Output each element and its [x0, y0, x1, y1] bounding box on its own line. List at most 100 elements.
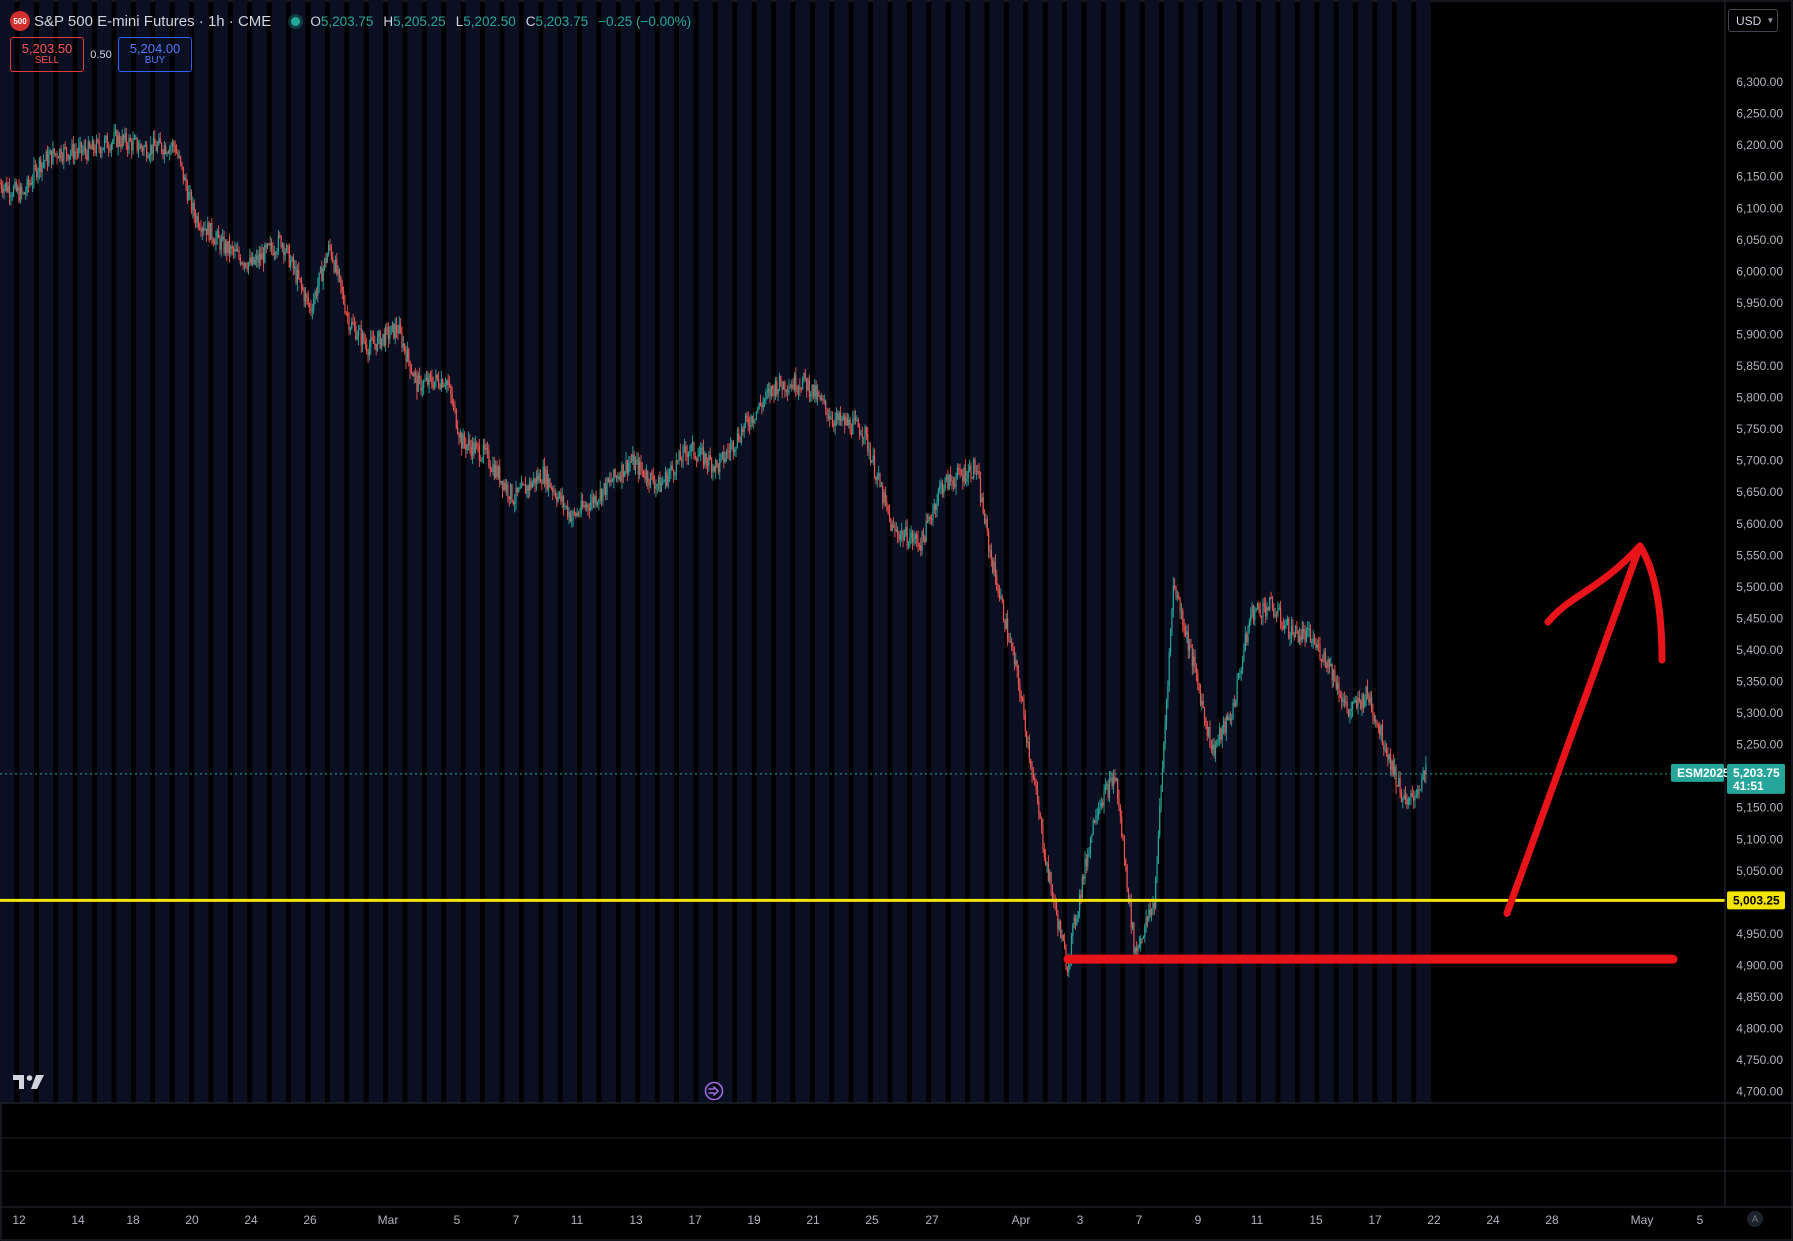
- candle-body: [734, 450, 736, 453]
- hand-drawings[interactable]: [1063, 542, 1678, 964]
- sell-button[interactable]: 5,203.50 SELL: [10, 37, 84, 72]
- candle-body: [398, 324, 400, 334]
- candle-body: [1403, 794, 1405, 799]
- session-band: [1280, 0, 1295, 1103]
- candle-body: [1342, 699, 1344, 702]
- candle-body: [353, 324, 356, 327]
- candle-body: [1320, 658, 1322, 661]
- candle-body: [659, 476, 661, 492]
- candle-body: [658, 476, 660, 485]
- candle-body: [169, 147, 171, 154]
- candle-body: [1117, 778, 1119, 799]
- candle-body: [1023, 701, 1025, 715]
- candle-body: [1115, 778, 1117, 781]
- price-tick-label: 6,050.00: [1736, 233, 1783, 247]
- session-band: [0, 0, 15, 1103]
- candle-body: [994, 561, 997, 577]
- candle-body: [1296, 625, 1298, 631]
- candle-body: [746, 415, 748, 419]
- drawn-up-arrow[interactable]: [1503, 542, 1666, 917]
- candle-body: [1079, 894, 1081, 912]
- candle-body: [355, 326, 357, 340]
- session-band: [1202, 0, 1218, 1103]
- candle-body: [330, 246, 332, 258]
- candle-body: [1251, 604, 1253, 616]
- candle-body: [421, 388, 423, 391]
- symbol-header[interactable]: 500 S&P 500 E-mini Futures · 1h · CME O5…: [10, 10, 691, 32]
- time-axis[interactable]: 12 14 18 20 24 26 Mar 5 7 11 13 17 19 21 25 27 Apr 3 7 9 11 1…: [12, 1213, 1703, 1227]
- candle-body: [738, 433, 740, 441]
- candle-body: [1020, 696, 1022, 699]
- candle-body: [379, 331, 381, 348]
- candle-body: [607, 478, 609, 482]
- session-band: [252, 0, 267, 1103]
- candle-body: [663, 480, 665, 482]
- candle-body: [152, 138, 155, 154]
- auto-scale-button[interactable]: A: [1747, 1211, 1763, 1227]
- candle-body: [766, 391, 768, 393]
- candle-body: [1279, 607, 1282, 623]
- trade-panel: 5,203.50 SELL 0.50 5,204.00 BUY: [10, 37, 192, 72]
- replay-icon[interactable]: [704, 1081, 724, 1101]
- price-axis[interactable]: 6,300.00 6,250.00 6,200.00 6,150.00 6,100.00…: [1736, 75, 1783, 1099]
- candle-body: [951, 480, 953, 482]
- candle-body: [1134, 948, 1136, 953]
- candle-body: [910, 532, 912, 538]
- candle-body: [450, 385, 452, 395]
- session-band: [892, 0, 907, 1103]
- candle-body: [110, 143, 112, 151]
- candle-body: [1133, 922, 1135, 953]
- candle-body: [713, 466, 715, 472]
- candle-body: [1247, 627, 1249, 643]
- candle-body: [1410, 792, 1412, 798]
- candle-body: [549, 478, 551, 488]
- candle-body: [414, 373, 417, 375]
- candle-body: [933, 504, 935, 512]
- candle-body: [1164, 723, 1166, 744]
- candle-body: [371, 337, 373, 340]
- candle-body: [499, 466, 501, 484]
- market-open-dot-icon: [291, 16, 301, 26]
- candle-body: [93, 140, 95, 151]
- price-tick-label: 6,250.00: [1736, 107, 1783, 121]
- candle-body: [485, 448, 487, 450]
- candle-body: [298, 270, 300, 279]
- candle-body: [319, 267, 322, 273]
- candle-body: [568, 512, 570, 517]
- price-tick-label: 5,650.00: [1736, 485, 1783, 499]
- candle-body: [704, 453, 706, 465]
- buy-button[interactable]: 5,204.00 BUY: [118, 37, 192, 72]
- candle-body: [1330, 663, 1332, 667]
- candle-body: [78, 146, 80, 154]
- candle-body: [167, 152, 169, 154]
- session-band: [523, 0, 539, 1103]
- symbol-title[interactable]: S&P 500 E-mini Futures · 1h · CME: [34, 12, 272, 30]
- candle-body: [1098, 808, 1100, 816]
- candle-body: [1153, 903, 1155, 909]
- candle-body: [581, 500, 584, 507]
- candle-body: [975, 471, 978, 473]
- candle-body: [51, 150, 53, 164]
- candle-body: [508, 496, 510, 500]
- candle-body: [523, 484, 525, 486]
- candle-body: [258, 254, 260, 263]
- tradingview-logo-icon[interactable]: [13, 1073, 45, 1091]
- candle-body: [444, 384, 447, 386]
- candle-body: [848, 419, 850, 426]
- candle-body: [541, 482, 543, 484]
- candle-body: [254, 259, 256, 264]
- time-tick-label: 26: [303, 1213, 317, 1227]
- candle-body: [892, 524, 895, 527]
- candle-body: [364, 341, 366, 345]
- time-tick-label: 24: [1486, 1213, 1500, 1227]
- candle-body: [49, 150, 51, 155]
- candle-body: [17, 187, 19, 191]
- candle-body: [1265, 605, 1267, 617]
- candle-body: [1237, 673, 1240, 680]
- last-price-tag: [1727, 763, 1785, 794]
- candle-body: [1289, 637, 1291, 639]
- candle-body: [1243, 650, 1245, 660]
- candle-body: [226, 242, 228, 254]
- currency-select[interactable]: USD ▼: [1728, 9, 1778, 32]
